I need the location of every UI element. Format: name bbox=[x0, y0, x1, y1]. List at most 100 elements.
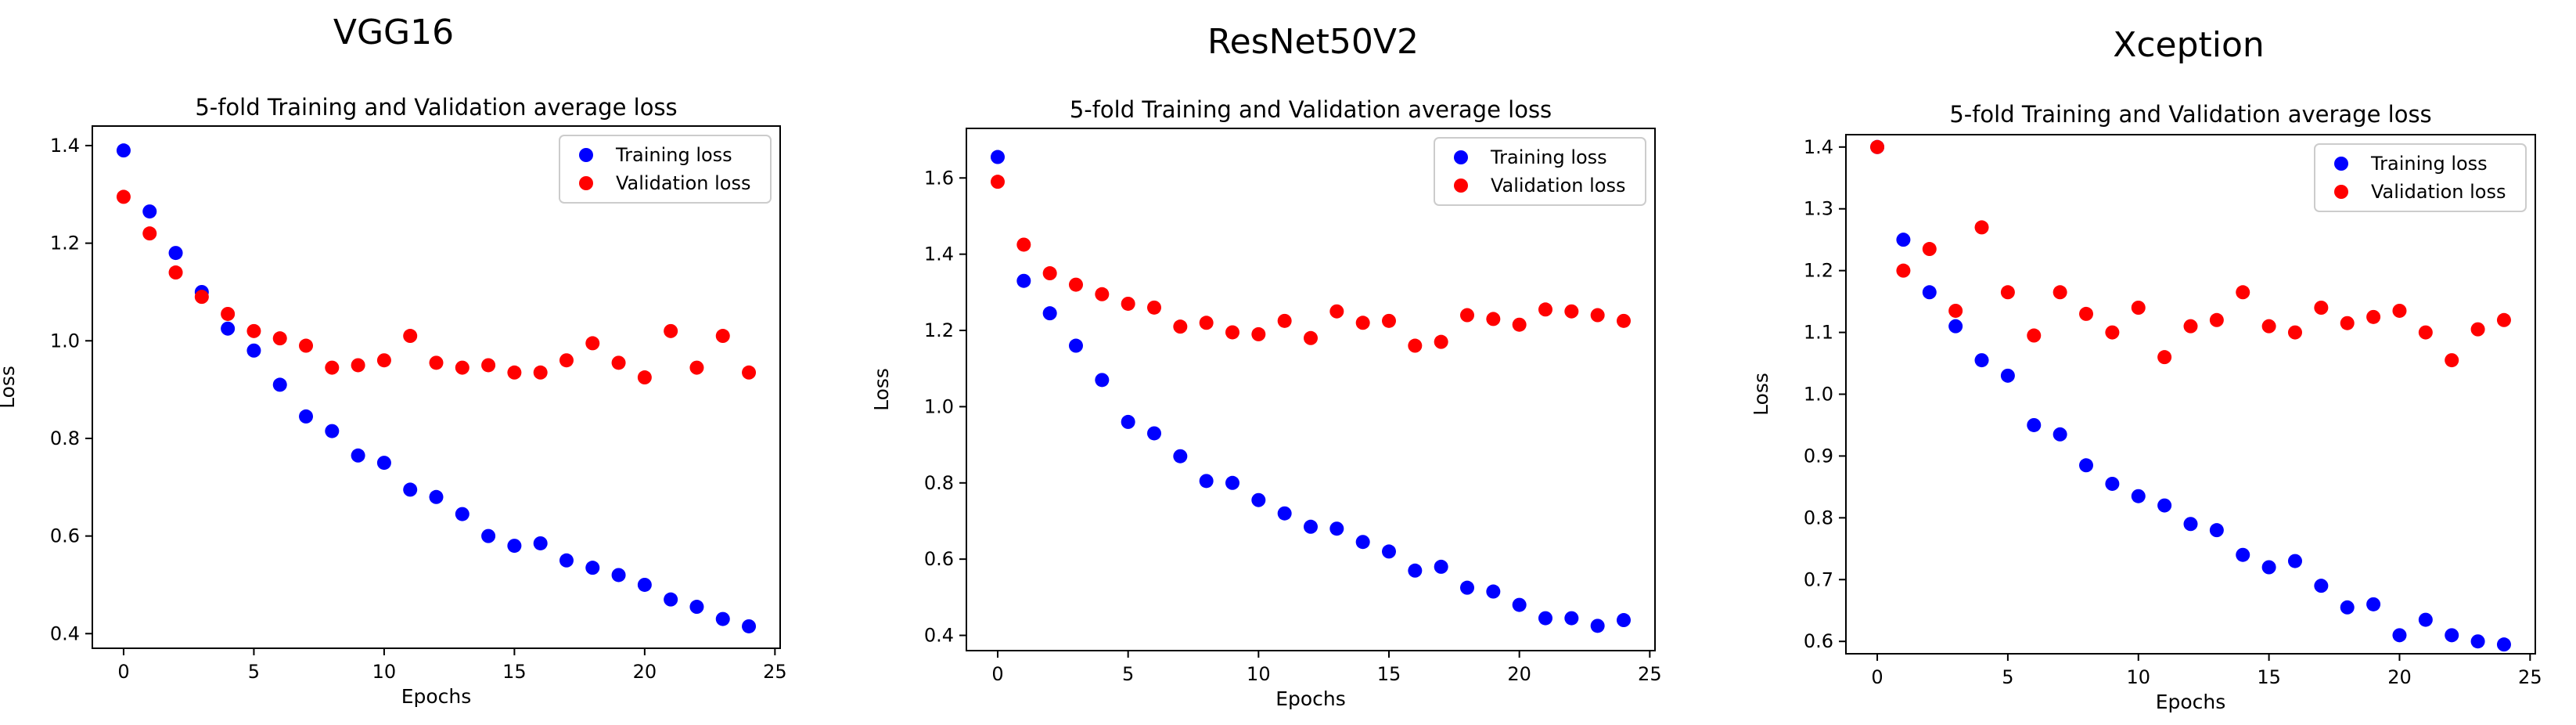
panel-heading: VGG16 bbox=[333, 13, 454, 52]
chart-panel-2: ResNet50V2 5-fold Training and Validation… bbox=[870, 22, 1662, 710]
data-point bbox=[507, 365, 522, 380]
data-point bbox=[664, 592, 678, 607]
data-point bbox=[2496, 637, 2511, 652]
data-point bbox=[1173, 319, 1188, 334]
data-point bbox=[2366, 309, 2381, 324]
x-axis-label: Epochs bbox=[401, 685, 472, 708]
data-point bbox=[1016, 273, 1031, 288]
y-tick-label: 0.4 bbox=[50, 622, 80, 644]
legend: Training loss Validation loss bbox=[2314, 143, 2527, 212]
data-point bbox=[2496, 312, 2511, 327]
x-tick-label: 20 bbox=[1507, 663, 1531, 685]
data-point bbox=[1408, 338, 1423, 353]
data-point bbox=[1251, 326, 1266, 341]
x-tick-label: 15 bbox=[1377, 663, 1401, 685]
x-axis-label: Epochs bbox=[2156, 691, 2226, 713]
data-point bbox=[2157, 350, 2172, 365]
data-point bbox=[1974, 220, 1989, 235]
data-point bbox=[1277, 506, 1292, 521]
chart-title: 5-fold Training and Validation average l… bbox=[1070, 96, 1552, 123]
data-point bbox=[1434, 334, 1448, 349]
y-tick-label: 0.6 bbox=[924, 548, 954, 570]
data-point bbox=[1538, 302, 1552, 317]
legend-marker bbox=[579, 176, 593, 190]
legend-box bbox=[559, 135, 772, 204]
data-point bbox=[2470, 322, 2485, 337]
data-point bbox=[664, 323, 678, 338]
data-point bbox=[1896, 233, 1911, 247]
chart-title: 5-fold Training and Validation average l… bbox=[1949, 101, 2431, 128]
data-point bbox=[2287, 554, 2302, 568]
data-point bbox=[507, 539, 522, 554]
data-point bbox=[1974, 353, 1989, 368]
data-point bbox=[637, 577, 652, 592]
panel-heading: Xception bbox=[2113, 25, 2265, 65]
data-point bbox=[1486, 312, 1501, 326]
y-axis-label: Loss bbox=[870, 368, 893, 411]
data-point bbox=[1617, 313, 1631, 328]
series-validation-loss bbox=[991, 175, 1631, 353]
data-point bbox=[1069, 277, 1083, 292]
data-point bbox=[2209, 523, 2224, 538]
data-point bbox=[1382, 544, 1396, 559]
data-point bbox=[2340, 316, 2355, 330]
series-training-loss bbox=[116, 143, 757, 633]
data-point bbox=[116, 189, 131, 204]
legend-label: Validation loss bbox=[2371, 181, 2506, 203]
x-tick-label: 25 bbox=[1638, 663, 1662, 685]
data-point bbox=[2027, 328, 2042, 343]
data-point bbox=[715, 611, 730, 626]
data-point bbox=[2261, 560, 2276, 575]
data-point bbox=[455, 507, 470, 521]
data-point bbox=[429, 489, 444, 504]
data-point bbox=[2236, 547, 2250, 562]
data-point bbox=[533, 536, 548, 550]
data-point bbox=[611, 355, 626, 370]
data-point bbox=[455, 360, 470, 375]
y-tick-label: 1.4 bbox=[50, 135, 80, 157]
data-point bbox=[2287, 325, 2302, 340]
x-tick-label: 0 bbox=[991, 663, 1003, 685]
data-point bbox=[1251, 492, 1266, 507]
legend-label: Validation loss bbox=[1491, 175, 1626, 197]
data-point bbox=[299, 409, 314, 424]
data-point bbox=[142, 204, 157, 219]
chart-panel-3: Xception 5-fold Training and Validation a… bbox=[1750, 25, 2542, 713]
data-point bbox=[689, 360, 704, 375]
data-point bbox=[376, 456, 391, 471]
data-point bbox=[1512, 317, 1527, 332]
y-tick-label: 0.8 bbox=[1804, 507, 1833, 528]
data-point bbox=[194, 290, 209, 305]
data-point bbox=[1225, 325, 1239, 340]
data-point bbox=[1382, 313, 1396, 328]
data-point bbox=[2445, 353, 2459, 368]
data-point bbox=[2131, 301, 2146, 315]
data-point bbox=[429, 355, 444, 370]
legend-box bbox=[1434, 137, 1646, 206]
legend-label: Training loss bbox=[2370, 153, 2488, 175]
legend-label: Validation loss bbox=[616, 172, 751, 194]
data-point bbox=[2183, 517, 2198, 532]
data-point bbox=[1922, 285, 1937, 300]
data-point bbox=[2079, 306, 2094, 321]
data-point bbox=[1590, 308, 1605, 323]
legend-marker bbox=[1454, 150, 1468, 164]
data-point bbox=[325, 360, 340, 375]
y-tick-label: 0.8 bbox=[50, 427, 80, 449]
data-point bbox=[246, 323, 261, 338]
data-point bbox=[1486, 584, 1501, 599]
data-point bbox=[325, 424, 340, 438]
y-tick-label: 0.6 bbox=[50, 525, 80, 547]
data-point bbox=[246, 343, 261, 358]
data-point bbox=[1277, 313, 1292, 328]
x-tick-label: 25 bbox=[2518, 666, 2542, 688]
data-point bbox=[1042, 266, 1057, 281]
data-point bbox=[2418, 612, 2433, 627]
data-point bbox=[1564, 611, 1579, 626]
series-training-loss bbox=[991, 150, 1631, 633]
data-point bbox=[1355, 316, 1370, 330]
data-point bbox=[1199, 474, 1214, 489]
data-point bbox=[351, 448, 365, 463]
data-point bbox=[1095, 373, 1110, 388]
